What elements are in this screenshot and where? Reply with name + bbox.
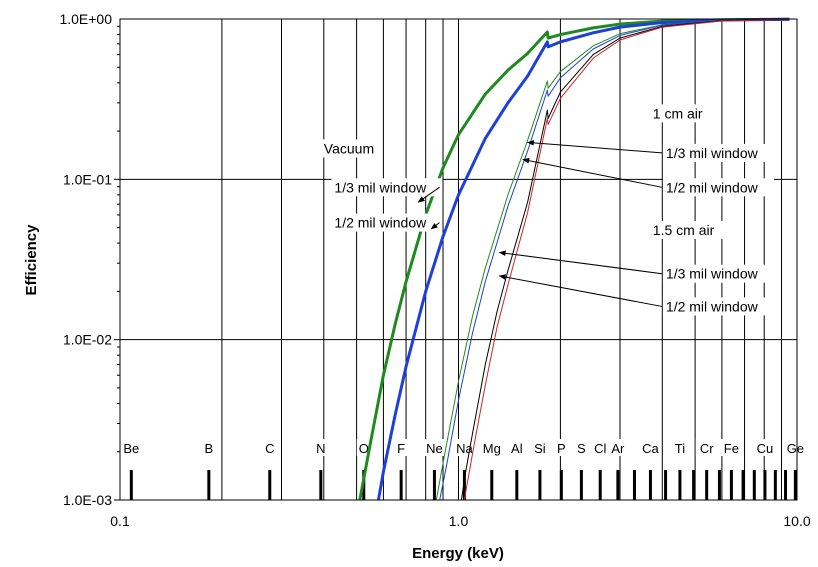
annotation-air1_13: 1/3 mil window	[666, 145, 759, 161]
plot-frame	[119, 18, 798, 501]
annotation-air15_12: 1/2 mil window	[666, 298, 759, 314]
annotation-air1: 1 cm air	[653, 105, 703, 121]
annotation-bg	[649, 104, 716, 123]
series-group	[358, 17, 790, 501]
element-label-bg	[394, 439, 409, 456]
annotation-arrow	[430, 222, 440, 230]
element-label: Cl	[594, 441, 606, 456]
annotation-air15_13: 1/3 mil window	[666, 266, 759, 282]
x-tick-label: 1.0	[449, 513, 469, 529]
annotation-bg	[662, 297, 774, 316]
element-label-bg	[720, 439, 743, 456]
element-label-bg	[120, 439, 143, 456]
element-label: Al	[511, 441, 523, 456]
series-line-air15_12	[463, 18, 790, 501]
element-label: Ar	[611, 441, 625, 456]
element-label: Ca	[642, 441, 659, 456]
y-tick-label: 1.0E+00	[59, 11, 112, 27]
element-label: C	[265, 441, 274, 456]
x-axis-title: Energy (keV)	[412, 545, 504, 562]
annotation-bg	[662, 264, 774, 283]
annotation-vac13: 1/3 mil window	[334, 179, 427, 195]
annotation-vac12: 1/2 mil window	[334, 215, 427, 231]
annotation-bg	[320, 139, 372, 158]
x-tick-label: 0.1	[110, 513, 130, 529]
annotation-arrow	[498, 250, 662, 275]
element-label-bg	[753, 439, 776, 456]
annotation-bg	[331, 213, 443, 232]
series-line-air15_13	[460, 18, 790, 501]
annotation-vacuum: Vacuum	[324, 140, 374, 156]
y-tick-label: 1.0E-03	[63, 492, 112, 508]
element-markers: Be B C N O F Ne Na Mg Al Si P S Cl Ar Ca Ti Cr Fe Cu Ge	[120, 439, 807, 500]
element-label-bg	[480, 439, 503, 456]
element-label: Ne	[426, 441, 443, 456]
annotation-arrow	[526, 140, 662, 154]
series-line-air1_12	[439, 18, 790, 501]
element-label: S	[577, 441, 586, 456]
element-label-bg	[784, 439, 807, 456]
y-axis-title: Efficiency	[23, 224, 40, 296]
x-tick-label: 10.0	[783, 513, 810, 529]
annotation-air1_12: 1/2 mil window	[666, 179, 759, 195]
element-label-bg	[668, 439, 691, 456]
grid	[119, 18, 797, 501]
element-label: Be	[123, 441, 139, 456]
annotations: Vacuum 1/3 mil window 1/2 mil window 1 cm a…	[320, 104, 774, 316]
element-label-bg	[695, 439, 718, 456]
element-label: Fe	[724, 441, 739, 456]
annotation-arrow	[498, 274, 663, 307]
annotation-arrow	[417, 186, 440, 203]
element-label-bg	[201, 439, 216, 456]
series-line-vac13	[358, 17, 790, 501]
element-label-bg	[262, 439, 277, 456]
element-label: Cu	[757, 441, 774, 456]
annotation-bg	[662, 143, 774, 162]
element-label: Mg	[483, 441, 501, 456]
element-label: Ge	[787, 441, 804, 456]
element-label: N	[316, 441, 325, 456]
annotation-air15: 1.5 cm air	[653, 222, 715, 238]
axes: 1.0E+00 1.0E-01 1.0E-02 1.0E-03 0.1 1.0 10.0	[59, 11, 810, 529]
element-label-bg	[423, 439, 446, 456]
element-label: P	[557, 441, 566, 456]
annotation-arrow	[522, 157, 663, 188]
annotation-bg	[649, 220, 731, 239]
element-label: Ti	[675, 441, 685, 456]
element-label-bg	[453, 439, 476, 456]
element-label-bg	[606, 439, 629, 456]
element-label-bg	[505, 439, 528, 456]
annotation-bg	[662, 178, 774, 197]
element-label-bg	[528, 439, 551, 456]
element-label: O	[359, 441, 369, 456]
element-label: F	[397, 441, 405, 456]
annotation-bg	[331, 178, 443, 197]
series-line-vac12	[376, 17, 790, 501]
element-label: Si	[534, 441, 546, 456]
y-tick-label: 1.0E-01	[63, 171, 112, 187]
y-tick-label: 1.0E-02	[63, 332, 112, 348]
element-label-bg	[574, 439, 589, 456]
element-label-bg	[554, 439, 569, 456]
element-label: Cr	[700, 441, 714, 456]
series-line-air1_13	[435, 18, 790, 501]
element-label: B	[205, 441, 214, 456]
element-label-bg	[639, 439, 662, 456]
element-label-bg	[313, 439, 328, 456]
element-label-bg	[589, 439, 612, 456]
